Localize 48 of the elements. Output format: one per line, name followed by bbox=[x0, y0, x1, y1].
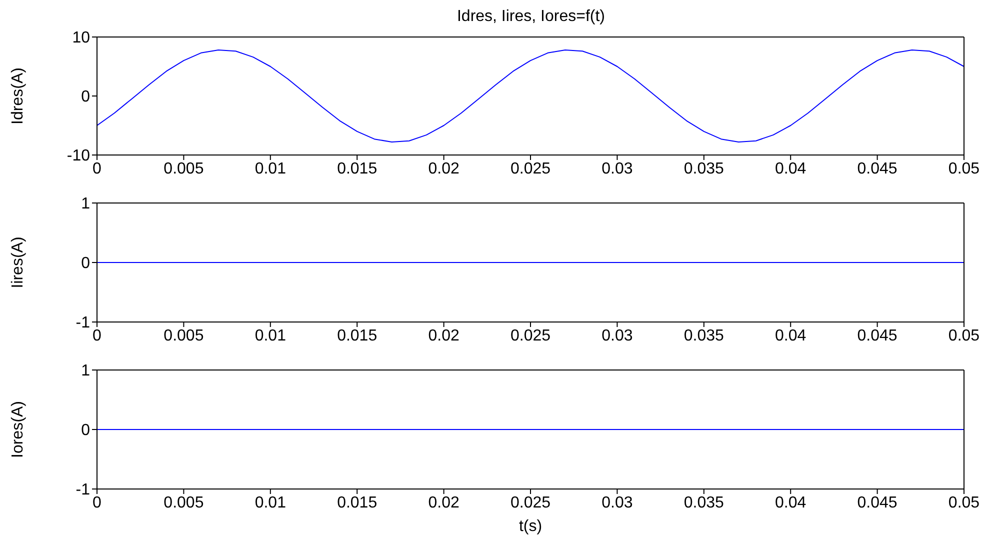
y-tick-label: 0 bbox=[81, 88, 90, 106]
x-tick-label: 0.025 bbox=[510, 327, 551, 344]
x-tick-label: 0.005 bbox=[164, 494, 204, 512]
x-tick-label: 0.04 bbox=[775, 494, 806, 512]
x-axis-title: t(s) bbox=[518, 518, 542, 535]
x-tick-label: 0.01 bbox=[254, 494, 286, 512]
x-tick-label: 0.03 bbox=[602, 160, 633, 178]
x-tick-label: 0.035 bbox=[684, 160, 724, 178]
y-tick-label: 10 bbox=[72, 30, 90, 47]
y-axis-title: Iores(A) bbox=[10, 401, 27, 458]
x-tick-label: 0.02 bbox=[428, 327, 460, 344]
y-tick-label: -10 bbox=[66, 148, 90, 165]
x-tick-label: 0.025 bbox=[510, 494, 551, 512]
y-axis-title: Iires(A) bbox=[10, 236, 27, 288]
x-tick-label: 0.04 bbox=[775, 327, 806, 344]
y-tick-label: 1 bbox=[81, 362, 90, 380]
line-series bbox=[97, 49, 964, 143]
x-tick-label: 0.045 bbox=[857, 327, 898, 344]
y-tick-label: -1 bbox=[76, 482, 90, 499]
x-tick-label: 0 bbox=[92, 494, 102, 512]
x-tick-label: 0.02 bbox=[428, 160, 460, 178]
x-tick-label: 0.005 bbox=[164, 327, 204, 344]
x-tick-label: 0.005 bbox=[164, 160, 204, 178]
x-tick-label: 0 bbox=[92, 327, 102, 344]
x-tick-label: 0.04 bbox=[775, 160, 806, 178]
x-tick-label: 0.02 bbox=[428, 494, 460, 512]
x-tick-label: 0.015 bbox=[337, 160, 378, 178]
x-tick-label: 0.025 bbox=[510, 160, 551, 178]
x-tick-label: 0.015 bbox=[337, 494, 378, 512]
x-tick-label: 0.05 bbox=[948, 494, 980, 512]
y-tick-label: 1 bbox=[81, 196, 90, 213]
x-tick-label: 0.015 bbox=[337, 327, 378, 344]
x-tick-label: 0.035 bbox=[684, 494, 724, 512]
y-tick-label: -1 bbox=[76, 314, 90, 332]
x-tick-label: 0 bbox=[92, 160, 102, 178]
x-tick-label: 0.01 bbox=[254, 327, 286, 344]
x-tick-label: 0.045 bbox=[857, 160, 898, 178]
x-tick-label: 0.01 bbox=[254, 160, 286, 178]
x-tick-label: 0.03 bbox=[602, 327, 633, 344]
x-tick-label: 0.05 bbox=[948, 160, 980, 178]
x-tick-label: 0.045 bbox=[857, 494, 898, 512]
x-tick-label: 0.03 bbox=[602, 494, 633, 512]
x-tick-label: 0.05 bbox=[948, 327, 980, 344]
y-tick-label: 0 bbox=[81, 255, 90, 272]
chart-title: Idres, Iires, Iores=f(t) bbox=[456, 8, 606, 26]
y-tick-label: 0 bbox=[81, 422, 90, 440]
y-axis-title: Idres(A) bbox=[10, 68, 27, 124]
x-tick-label: 0.035 bbox=[684, 327, 724, 344]
